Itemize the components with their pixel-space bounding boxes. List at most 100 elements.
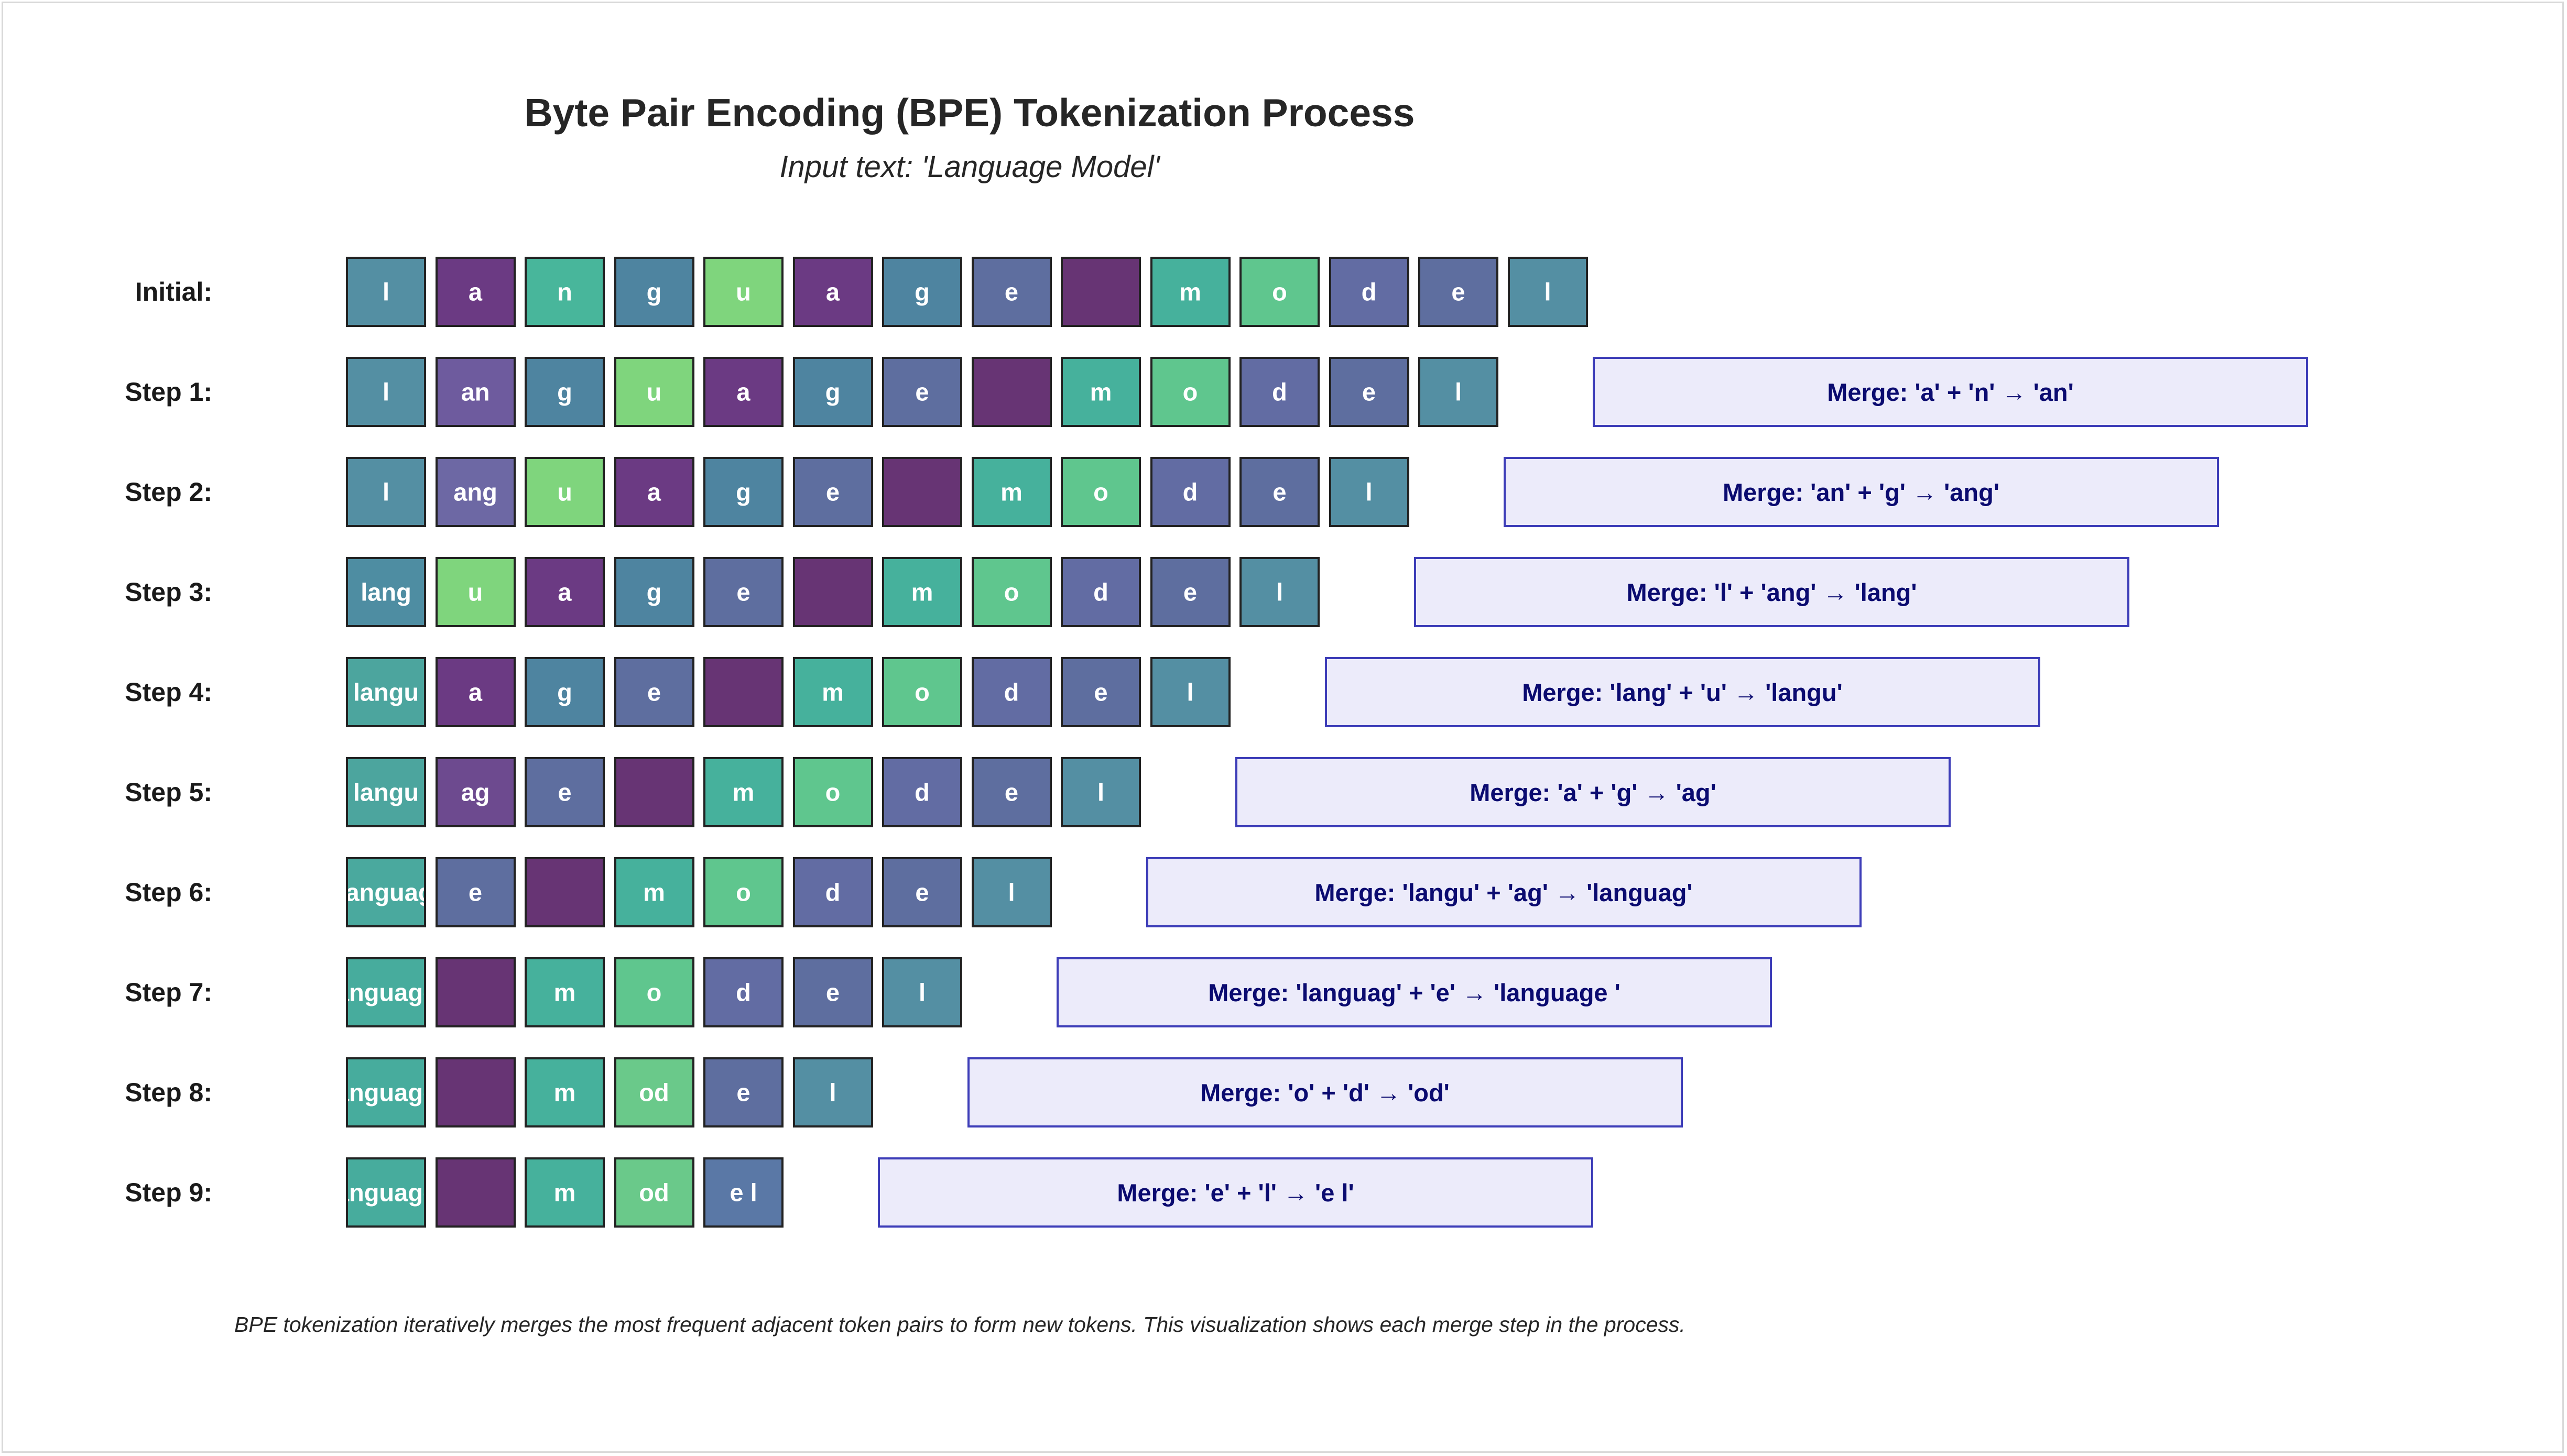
token-box — [435, 1157, 516, 1228]
merge-rule-text: Merge: 'an' + 'g' → 'ang' — [1723, 478, 1999, 506]
token-box: e — [971, 757, 1052, 827]
merge-rule-box: Merge: 'l' + 'ang' → 'lang' — [1414, 557, 2129, 627]
token-box: l — [882, 957, 962, 1027]
token-label — [472, 1078, 478, 1107]
token-box: o — [792, 757, 873, 827]
token-label: o — [915, 678, 930, 706]
token-box: m — [1150, 257, 1231, 327]
token-box: e — [703, 557, 784, 627]
token-label: l — [1365, 478, 1373, 506]
step-label: Step 1: — [125, 377, 212, 407]
token-label: e — [915, 878, 929, 906]
token-label: a — [558, 578, 572, 606]
token-box: e — [1150, 557, 1231, 627]
diagram-title: Byte Pair Encoding (BPE) Tokenization Pr… — [524, 91, 1415, 135]
token-box: u — [703, 257, 784, 327]
token-label: m — [1000, 478, 1023, 506]
token-label: d — [1093, 578, 1108, 606]
token-label: e — [825, 978, 840, 1006]
token-label: g — [825, 378, 841, 406]
token-box: language — [346, 1057, 426, 1127]
step-label: Step 6: — [125, 878, 212, 907]
token-label: g — [646, 278, 662, 306]
merge-rule-box: Merge: 'o' + 'd' → 'od' — [967, 1057, 1683, 1127]
token-label: od — [639, 1178, 669, 1207]
token-box — [435, 957, 516, 1027]
token-label: ang — [453, 478, 497, 506]
token-label: a — [468, 678, 483, 706]
token-box: o — [1150, 357, 1231, 427]
token-label: g — [557, 678, 572, 706]
token-box: o — [703, 857, 784, 927]
token-label: n — [557, 278, 572, 306]
token-label: e — [1451, 278, 1465, 306]
token-box: a — [792, 257, 873, 327]
token-box: e — [703, 1057, 784, 1127]
caption: BPE tokenization iteratively merges the … — [234, 1312, 1685, 1337]
token-box: m — [971, 457, 1052, 527]
token-label: e — [1183, 578, 1198, 606]
token-box: e — [792, 457, 873, 527]
token-box — [435, 1057, 516, 1127]
token-label — [919, 478, 926, 507]
token-label: g — [646, 578, 662, 606]
token-box: e — [882, 357, 962, 427]
token-label: od — [639, 1078, 669, 1107]
token-box: l — [346, 257, 426, 327]
token-label: o — [646, 978, 662, 1006]
token-label: d — [1361, 278, 1377, 306]
token-box: l — [792, 1057, 873, 1127]
token-box: m — [1061, 357, 1141, 427]
token-box — [614, 757, 694, 827]
merge-rule-text: Merge: 'a' + 'g' → 'ag' — [1470, 778, 1716, 806]
token-label: m — [553, 1078, 576, 1107]
token-label: m — [911, 578, 933, 606]
token-box: d — [1329, 257, 1409, 327]
merge-rule-box: Merge: 'e' + 'l' → 'e l' — [878, 1157, 1593, 1228]
token-label — [472, 1178, 478, 1207]
token-label: l — [382, 478, 390, 506]
token-label: o — [736, 878, 751, 906]
token-label: e — [736, 578, 750, 606]
merge-rule-box: Merge: 'a' + 'n' → 'an' — [1593, 357, 2308, 427]
token-box: d — [1061, 557, 1141, 627]
step-label: Step 5: — [125, 778, 212, 807]
token-label: u — [736, 278, 751, 306]
token-label: l — [829, 1078, 836, 1107]
token-label — [1097, 278, 1104, 306]
token-box: g — [614, 257, 694, 327]
token-box: m — [703, 757, 784, 827]
token-box: l — [971, 857, 1052, 927]
token-label — [740, 678, 747, 707]
token-label: m — [553, 978, 576, 1006]
token-label: o — [1004, 578, 1019, 606]
step-label: Step 7: — [125, 978, 212, 1007]
token-box: g — [703, 457, 784, 527]
token-label: e — [647, 678, 661, 706]
token-label: language — [348, 1078, 424, 1107]
token-box: e l — [703, 1157, 784, 1228]
token-box: a — [614, 457, 694, 527]
token-box — [525, 857, 605, 927]
token-box: d — [971, 657, 1052, 727]
token-box: o — [882, 657, 962, 727]
token-box: e — [1418, 257, 1498, 327]
token-label: e — [558, 778, 572, 806]
token-box: l — [1507, 257, 1588, 327]
token-label: o — [825, 778, 841, 806]
token-box: d — [703, 957, 784, 1027]
token-box: a — [703, 357, 784, 427]
token-label: d — [1004, 678, 1019, 706]
step-label: Initial: — [135, 277, 212, 306]
token-box: ang — [435, 457, 516, 527]
token-box: u — [614, 357, 694, 427]
step-label: Step 9: — [125, 1178, 212, 1207]
token-box: o — [971, 557, 1052, 627]
token-box: u — [525, 457, 605, 527]
token-box: e — [1239, 457, 1320, 527]
token-box: od — [614, 1157, 694, 1228]
token-box: languag — [346, 857, 426, 927]
token-label: l — [382, 378, 390, 406]
token-box: e — [792, 957, 873, 1027]
token-label: a — [825, 278, 840, 306]
